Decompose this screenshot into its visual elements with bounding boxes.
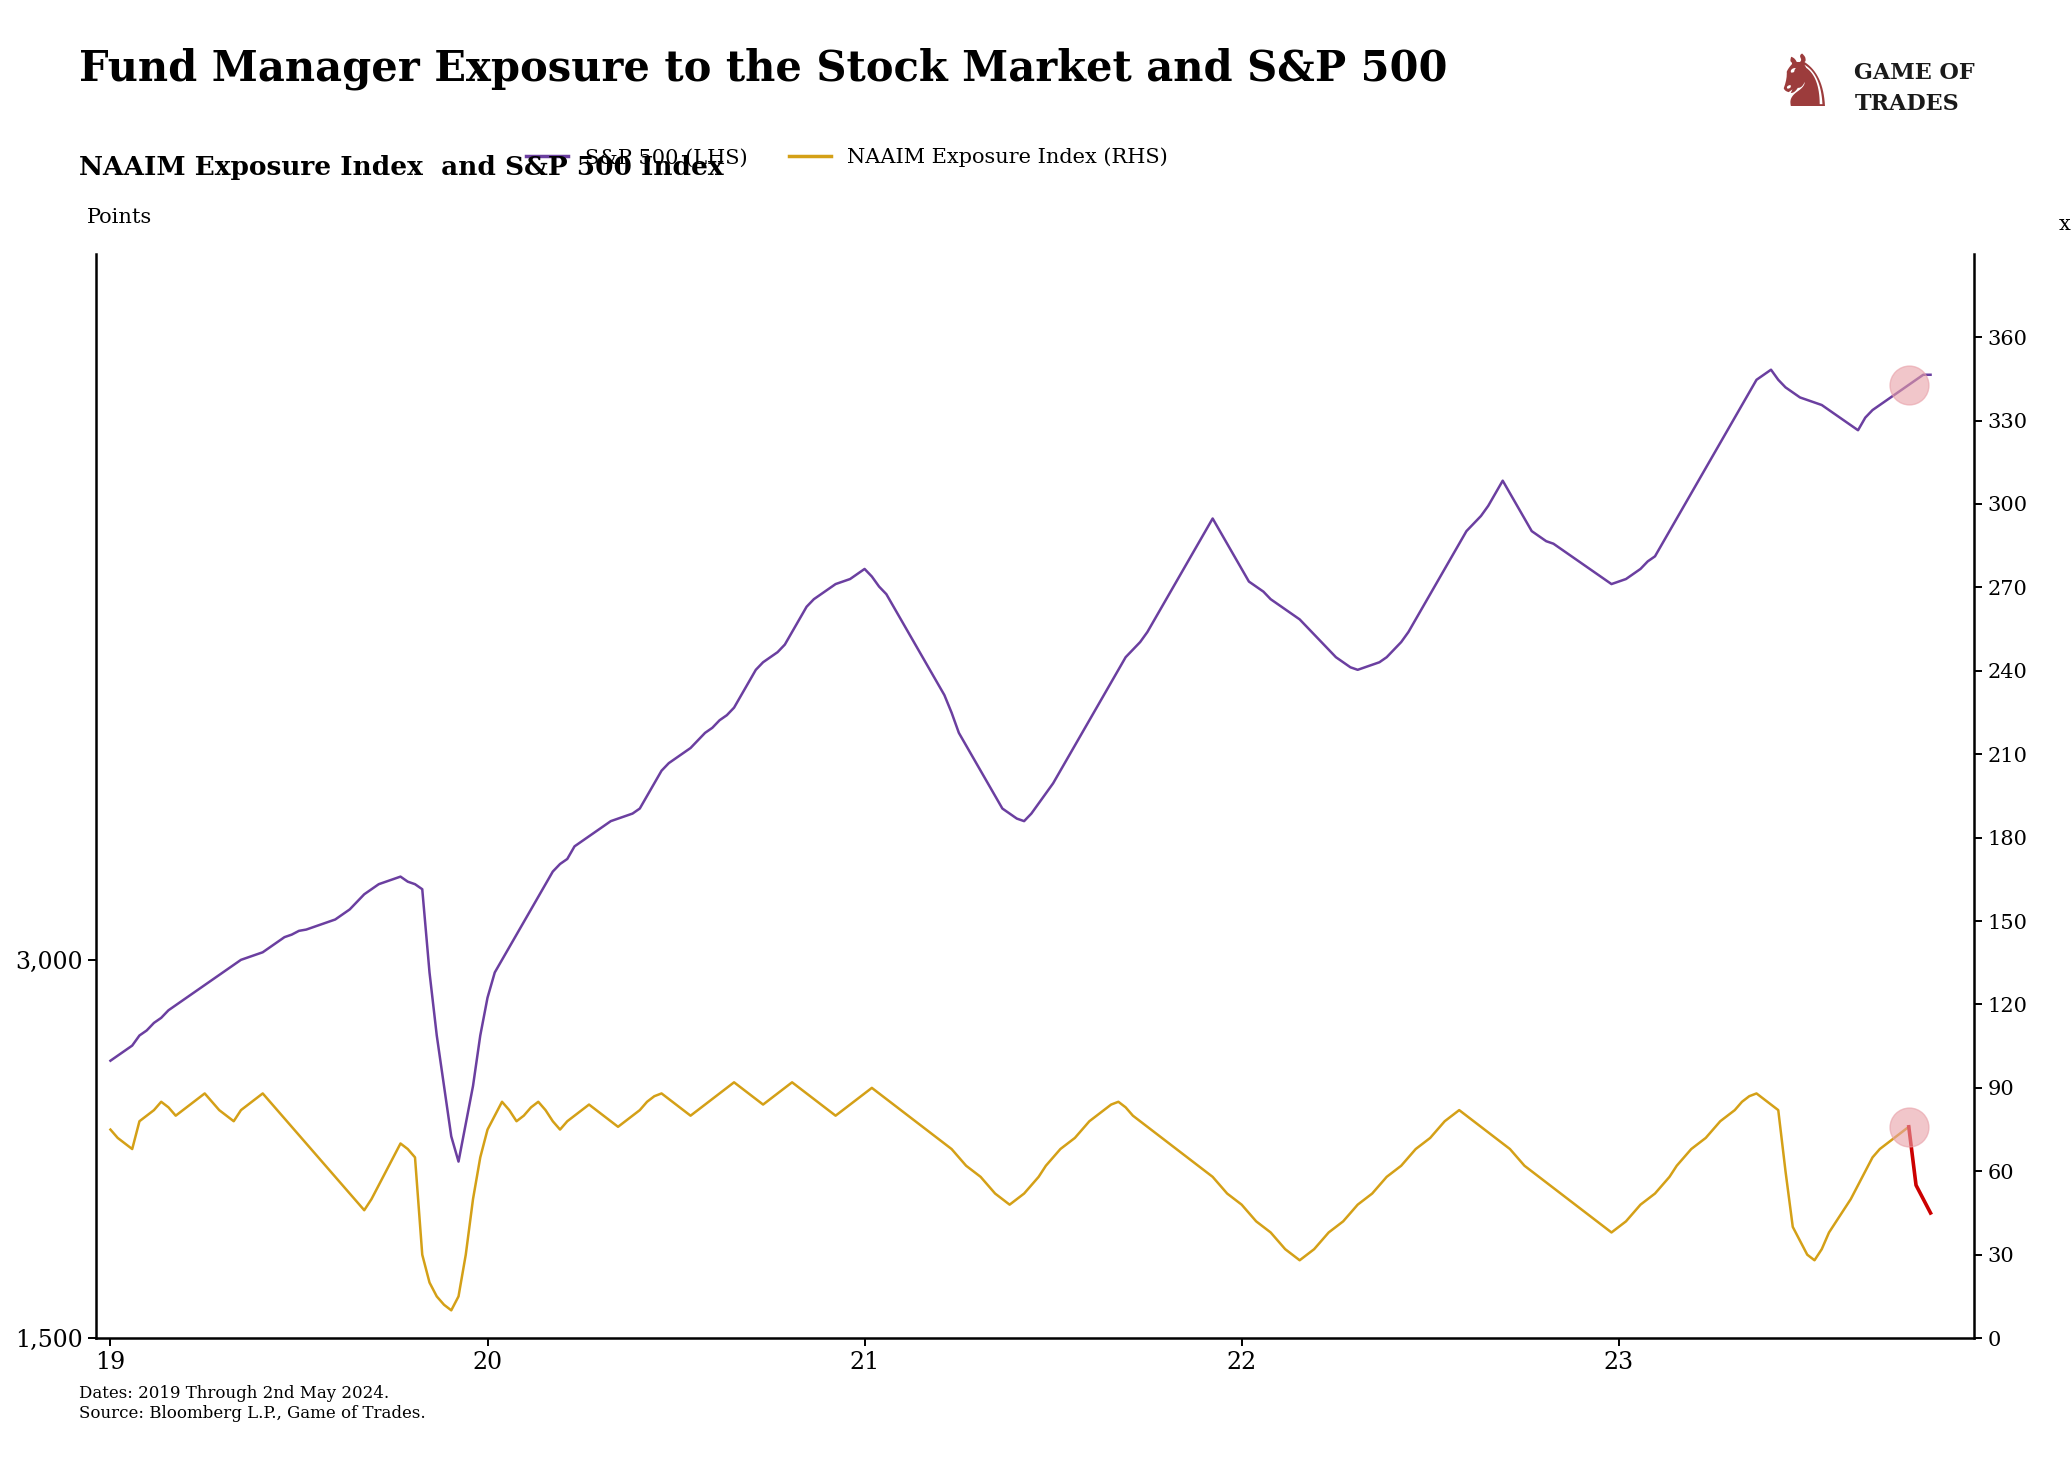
Text: Dates: 2019 Through 2nd May 2024.
Source: Bloomberg L.P., Game of Trades.: Dates: 2019 Through 2nd May 2024. Source… — [79, 1385, 425, 1422]
Text: NAAIM Exposure Index  and S&P 500 Index: NAAIM Exposure Index and S&P 500 Index — [79, 155, 723, 180]
Text: ♞: ♞ — [1772, 52, 1836, 121]
Text: Points: Points — [87, 207, 151, 226]
Text: Fund Manager Exposure to the Stock Market and S&P 500: Fund Manager Exposure to the Stock Marke… — [79, 47, 1446, 90]
Legend: S&P 500 (LHS), NAAIM Exposure Index (RHS): S&P 500 (LHS), NAAIM Exposure Index (RHS… — [518, 139, 1177, 176]
Text: GAME OF
TRADES: GAME OF TRADES — [1854, 62, 1975, 115]
Text: x: x — [2057, 216, 2070, 234]
